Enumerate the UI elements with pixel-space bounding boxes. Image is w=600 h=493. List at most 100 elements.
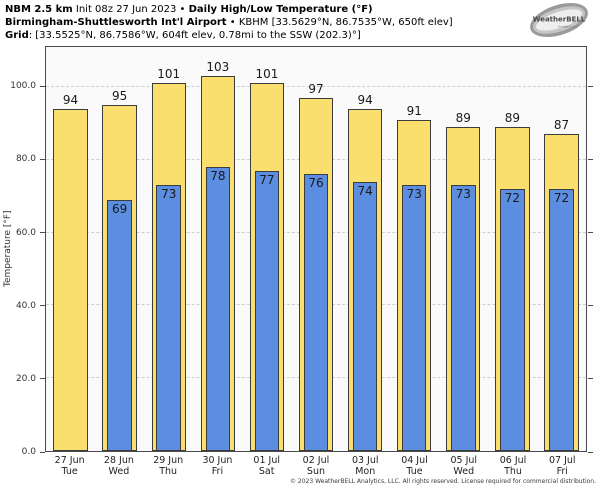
- x-tick-date: 02 Jul: [302, 455, 330, 466]
- x-tick-day: Wed: [453, 466, 475, 477]
- bar-column-06-Jul: 89 72: [488, 47, 537, 451]
- low-temp-value: 72: [553, 190, 570, 205]
- high-temp-value: 87: [553, 118, 570, 133]
- bar-column-30-Jun: 103 78: [193, 47, 242, 451]
- bar-column-02-Jul: 97 76: [291, 47, 340, 451]
- x-tick-day: Tue: [61, 466, 78, 477]
- logo-brand-text: WeatherBELL: [533, 16, 586, 24]
- station-coords: • KBHM [33.5629°N, 86.7535°W, 650ft elev…: [226, 17, 453, 28]
- y-tick-mark-100: [40, 85, 45, 87]
- plot-area: 94 95 69 101 73 103 78 101 77 97 76 94 74 91 73 89 73 89 7…: [45, 46, 587, 452]
- x-tick-day: Tue: [406, 466, 423, 477]
- low-temp-bar: [401, 185, 427, 451]
- bar-column-01-Jul: 101 77: [242, 47, 291, 451]
- high-temp-value: 101: [255, 67, 279, 82]
- init-time: Init 08z 27 Jun 2023 •: [72, 4, 189, 15]
- y-axis-right-ticks: [588, 46, 594, 453]
- x-tick-date: 06 Jul: [499, 455, 527, 466]
- y-tick-label-40: 40.0: [15, 300, 36, 311]
- low-temp-value: 72: [504, 190, 521, 205]
- low-temp-bar: [205, 167, 231, 451]
- x-tick-date: 05 Jul: [450, 455, 478, 466]
- x-tick-day: Fri: [556, 466, 568, 477]
- y-tick-label-20: 20.0: [15, 373, 36, 384]
- x-tick-label-07-Jul: 07 Jul Fri: [538, 455, 587, 477]
- x-tick-label-30-Jun: 30 Jun Fri: [193, 455, 242, 477]
- chart-title: Daily High/Low Temperature (°F): [188, 4, 373, 15]
- x-tick-date: 04 Jul: [401, 455, 428, 466]
- station-name: Birmingham-Shuttlesworth Int'l Airport: [5, 17, 227, 28]
- x-axis-labels: 27 Jun Tue 28 Jun Wed 29 Jun Thu 30 Jun Fri 01 J…: [45, 455, 587, 477]
- bar-column-04-Jul: 91 73: [390, 47, 439, 451]
- low-temp-value: 73: [406, 187, 422, 202]
- y-tick-mark-40: [40, 305, 45, 307]
- high-temp-value: 97: [308, 81, 324, 96]
- x-tick-label-28-Jun: 28 Jun Wed: [94, 455, 143, 477]
- chart-header: NBM 2.5 km Init 08z 27 Jun 2023 • Daily …: [5, 3, 453, 42]
- grid-coords: : [33.5525°N, 86.7586°W, 604ft elev, 0.7…: [28, 30, 361, 41]
- low-temp-bar: [500, 188, 525, 451]
- bar-column-28-Jun: 95 69: [95, 47, 144, 451]
- bar-column-03-Jul: 94 74: [341, 47, 390, 451]
- y-axis: 0.0 20.0 40.0 60.0 80.0 100.0: [0, 46, 45, 457]
- x-tick-date: 28 Jun: [103, 455, 134, 466]
- low-temp-value: 76: [308, 176, 324, 191]
- y-right-tick-mark-100: [588, 85, 593, 87]
- high-temp-value: 94: [62, 92, 79, 107]
- y-right-tick-mark-20: [588, 378, 593, 380]
- y-right-tick-mark-80: [588, 158, 593, 160]
- y-right-tick-mark-0: [588, 451, 593, 453]
- high-temp-value: 94: [357, 92, 373, 107]
- logo-sub-text: Analytics LLC: [558, 25, 578, 29]
- low-temp-bar: [451, 185, 476, 451]
- x-tick-label-29-Jun: 29 Jun Thu: [144, 455, 193, 477]
- x-tick-date: 27 Jun: [54, 455, 85, 466]
- low-temp-bar: [549, 188, 574, 451]
- x-tick-label-01-Jul: 01 Jul Sat: [242, 455, 291, 477]
- x-tick-label-06-Jul: 06 Jul Thu: [488, 455, 537, 477]
- low-temp-value: 73: [455, 187, 471, 202]
- y-tick-mark-80: [40, 158, 45, 160]
- x-tick-date: 03 Jul: [351, 455, 379, 466]
- low-temp-bar: [156, 185, 181, 451]
- x-tick-day: Mon: [355, 466, 376, 477]
- header-line-1: NBM 2.5 km Init 08z 27 Jun 2023 • Daily …: [5, 3, 453, 16]
- high-temp-value: 101: [157, 67, 181, 82]
- x-tick-day: Thu: [159, 466, 178, 477]
- grid-label: Grid: [5, 30, 29, 41]
- x-tick-day: Fri: [211, 466, 224, 477]
- y-tick-label-100: 100.0: [10, 81, 36, 92]
- x-tick-day: Sun: [306, 466, 325, 477]
- y-right-tick-mark-60: [588, 232, 593, 234]
- high-temp-value: 89: [504, 111, 521, 126]
- x-tick-label-03-Jul: 03 Jul Mon: [341, 455, 390, 477]
- low-temp-bar: [107, 199, 132, 451]
- high-temp-value: 103: [206, 60, 230, 75]
- low-temp-bar: [352, 181, 378, 451]
- weatherbell-logo: WeatherBELL Analytics LLC: [530, 2, 588, 38]
- bar-column-27-Jun: 94: [46, 47, 95, 451]
- y-tick-label-80: 80.0: [15, 154, 36, 165]
- header-line-2: Birmingham-Shuttlesworth Int'l Airport •…: [5, 16, 453, 29]
- y-tick-mark-20: [40, 378, 45, 380]
- low-temp-bar: [303, 174, 329, 451]
- x-tick-day: Thu: [504, 466, 522, 477]
- header-line-3: Grid: [33.5525°N, 86.7586°W, 604ft elev,…: [5, 29, 453, 42]
- gridline-100: [46, 86, 586, 88]
- low-temp-value: 74: [357, 183, 373, 198]
- high-temp-value: 95: [112, 89, 128, 104]
- x-tick-date: 01 Jul: [253, 455, 280, 466]
- bars-container: 94 95 69 101 73 103 78 101 77 97 76 94 74 91 73 89 73 89 7…: [46, 47, 586, 451]
- bar-column-29-Jun: 101 73: [144, 47, 193, 451]
- low-temp-value: 77: [259, 172, 275, 187]
- x-tick-label-02-Jul: 02 Jul Sun: [291, 455, 340, 477]
- low-temp-value: 78: [210, 169, 226, 184]
- copyright-notice: © 2023 WeatherBELL Analytics, LLC. All r…: [290, 478, 596, 485]
- x-tick-day: Wed: [108, 466, 130, 477]
- high-temp-value: 89: [455, 111, 471, 126]
- x-tick-label-05-Jul: 05 Jul Wed: [439, 455, 488, 477]
- x-tick-label-04-Jul: 04 Jul Tue: [390, 455, 439, 477]
- x-tick-day: Sat: [258, 466, 275, 477]
- low-temp-value: 69: [112, 201, 128, 216]
